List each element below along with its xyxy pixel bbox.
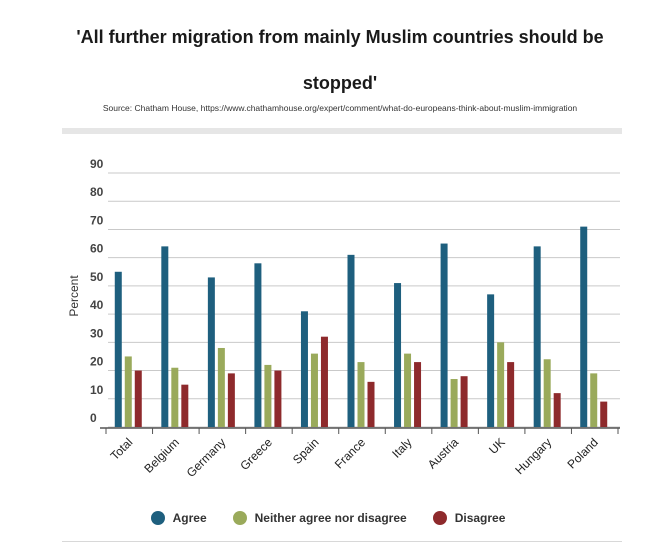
legend-label: Disagree	[454, 511, 506, 525]
x-tick-label: France	[332, 435, 369, 472]
y-tick-label: 30	[90, 326, 104, 340]
legend-swatch	[232, 511, 247, 525]
bar-neither-agree-nor-disagree-france	[357, 362, 365, 427]
x-tick-label: Italy	[389, 435, 414, 460]
x-tick-label: Hungary	[512, 435, 554, 477]
y-tick-label: 80	[90, 185, 104, 199]
legend-label: Agree	[172, 511, 207, 525]
bar-disagree-italy	[414, 362, 422, 427]
legend-label: Neither agree nor disagree	[254, 511, 407, 525]
chart-title: 'All further migration from mainly Musli…	[76, 27, 604, 93]
bottom-divider	[62, 541, 622, 542]
bar-agree-belgium	[161, 246, 169, 427]
bar-agree-total	[114, 271, 122, 427]
legend-item: Disagree	[432, 511, 506, 525]
y-tick-label: 20	[90, 355, 104, 369]
bar-disagree-belgium	[181, 384, 189, 427]
top-divider	[62, 128, 622, 134]
bar-neither-agree-nor-disagree-belgium	[171, 367, 179, 427]
y-tick-label: 70	[90, 213, 104, 227]
bar-neither-agree-nor-disagree-total	[124, 356, 132, 427]
x-tick-label: Spain	[290, 435, 322, 467]
x-tick-label: UK	[486, 435, 508, 457]
legend-item: Agree	[150, 511, 207, 525]
chart-source: Source: Chatham House, https://www.chath…	[102, 103, 578, 113]
bar-disagree-poland	[600, 401, 608, 427]
bar-disagree-austria	[460, 376, 468, 427]
gridlines	[108, 172, 620, 428]
bar-neither-agree-nor-disagree-austria	[450, 379, 458, 427]
x-tick-label: Austria	[425, 435, 462, 472]
y-tick-label: 10	[90, 383, 104, 397]
y-tick-label: 60	[90, 242, 104, 256]
x-tick-label: Greece	[237, 435, 275, 473]
bar-chart: 0 10 20 30 40 50 60 70 80 90 Total Belgium Germany G…	[67, 157, 620, 480]
bar-agree-spain	[300, 311, 308, 427]
bar-neither-agree-nor-disagree-greece	[264, 364, 272, 427]
bar-disagree-hungary	[553, 393, 561, 427]
bar-neither-agree-nor-disagree-italy	[404, 353, 412, 427]
y-tick-label: 40	[90, 298, 104, 312]
bar-neither-agree-nor-disagree-spain	[310, 353, 318, 427]
bar-disagree-uk	[507, 362, 515, 427]
y-tick-label: 90	[90, 157, 104, 171]
legend: Agree Neither agree nor disagree Disagree	[0, 511, 656, 525]
x-tick-label: Germany	[184, 435, 229, 480]
bar-agree-italy	[394, 283, 402, 427]
bars	[114, 226, 608, 427]
x-tick-label: Poland	[565, 435, 601, 471]
bar-neither-agree-nor-disagree-hungary	[543, 359, 551, 427]
bar-agree-uk	[487, 294, 495, 427]
bar-disagree-greece	[274, 370, 282, 427]
y-tick-label: 0	[90, 411, 97, 425]
bar-disagree-total	[134, 370, 142, 427]
bar-agree-austria	[440, 243, 448, 427]
x-tick-label: Total	[108, 435, 136, 463]
bar-agree-germany	[207, 277, 215, 427]
bar-disagree-germany	[227, 373, 235, 427]
legend-swatch	[150, 511, 165, 525]
bar-agree-greece	[254, 263, 262, 427]
x-axis: Total Belgium Germany Greece Spain France Ital…	[100, 427, 620, 480]
bar-disagree-spain	[320, 336, 328, 427]
bar-disagree-france	[367, 381, 375, 427]
y-axis-ticks: 0 10 20 30 40 50 60 70 80 90	[90, 157, 104, 425]
bar-agree-poland	[580, 226, 588, 427]
legend-item: Neither agree nor disagree	[232, 511, 407, 525]
bar-neither-agree-nor-disagree-poland	[590, 373, 598, 427]
legend-swatch	[432, 511, 447, 525]
bar-agree-france	[347, 254, 355, 427]
bar-neither-agree-nor-disagree-germany	[217, 347, 225, 427]
bar-agree-hungary	[533, 246, 541, 427]
bar-neither-agree-nor-disagree-uk	[497, 342, 505, 427]
y-axis-label: Percent	[67, 275, 81, 317]
y-tick-label: 50	[90, 270, 104, 284]
x-tick-label: Belgium	[141, 435, 182, 476]
